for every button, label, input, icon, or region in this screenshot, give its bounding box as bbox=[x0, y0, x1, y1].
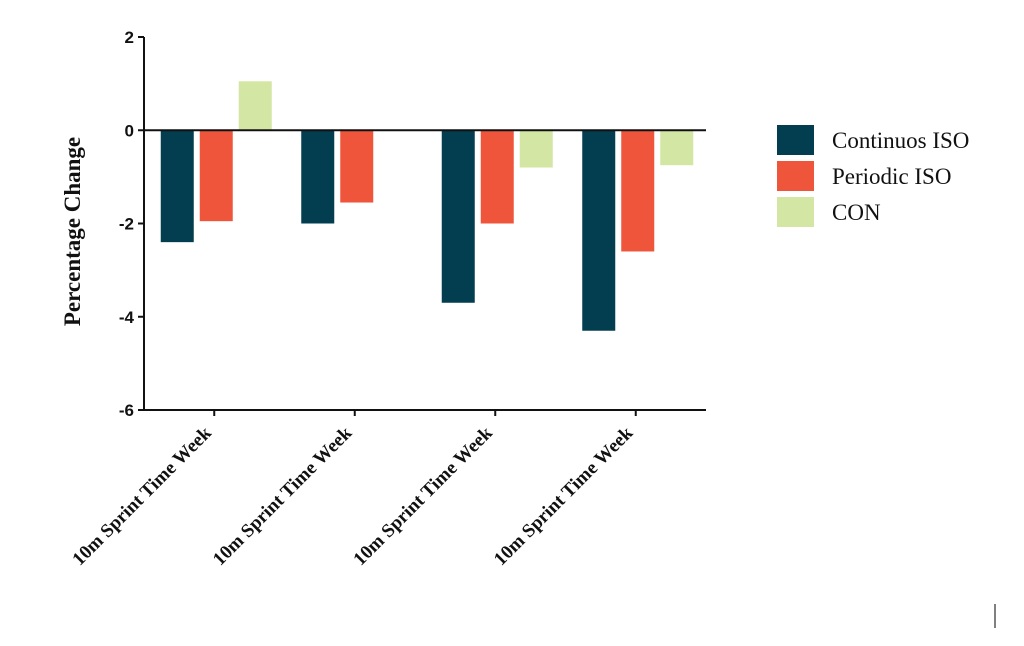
y-tick-label: -6 bbox=[119, 401, 134, 420]
y-axis-label: Percentage Change bbox=[60, 137, 85, 326]
bars-group bbox=[160, 81, 694, 331]
bar-periodic-iso bbox=[340, 130, 374, 203]
bar-periodic-iso bbox=[199, 130, 233, 222]
legend-label: CON bbox=[832, 200, 881, 225]
y-tick-label: -2 bbox=[119, 215, 134, 234]
bar-periodic-iso bbox=[480, 130, 514, 224]
bar-con bbox=[660, 130, 694, 166]
bar-con bbox=[238, 81, 272, 131]
y-tick-label: 0 bbox=[125, 121, 134, 140]
x-category-label: 10m Sprint Time Week bbox=[490, 422, 638, 570]
legend-label: Periodic ISO bbox=[832, 164, 951, 189]
x-category-label: 10m Sprint Time Week bbox=[209, 422, 357, 570]
x-category-label: 10m Sprint Time Week bbox=[68, 422, 216, 570]
bar-periodic-iso bbox=[621, 130, 655, 252]
y-tick-label: -4 bbox=[119, 308, 135, 327]
bar-continuos-iso bbox=[301, 130, 335, 224]
legend-label: Continuos ISO bbox=[832, 128, 969, 153]
bar-continuos-iso bbox=[441, 130, 475, 303]
bar-continuos-iso bbox=[160, 130, 194, 243]
bar-con bbox=[519, 130, 553, 168]
x-category-label: 10m Sprint Time Week bbox=[349, 422, 497, 570]
y-tick-label: 2 bbox=[125, 28, 134, 47]
bar-continuos-iso bbox=[582, 130, 616, 331]
legend-swatch bbox=[777, 125, 814, 155]
legend: Continuos ISO Periodic ISO CON bbox=[777, 125, 969, 227]
legend-swatch bbox=[777, 197, 814, 227]
legend-swatch bbox=[777, 161, 814, 191]
y-ticks-group: 2 0 -2 -4 -6 bbox=[119, 28, 144, 420]
